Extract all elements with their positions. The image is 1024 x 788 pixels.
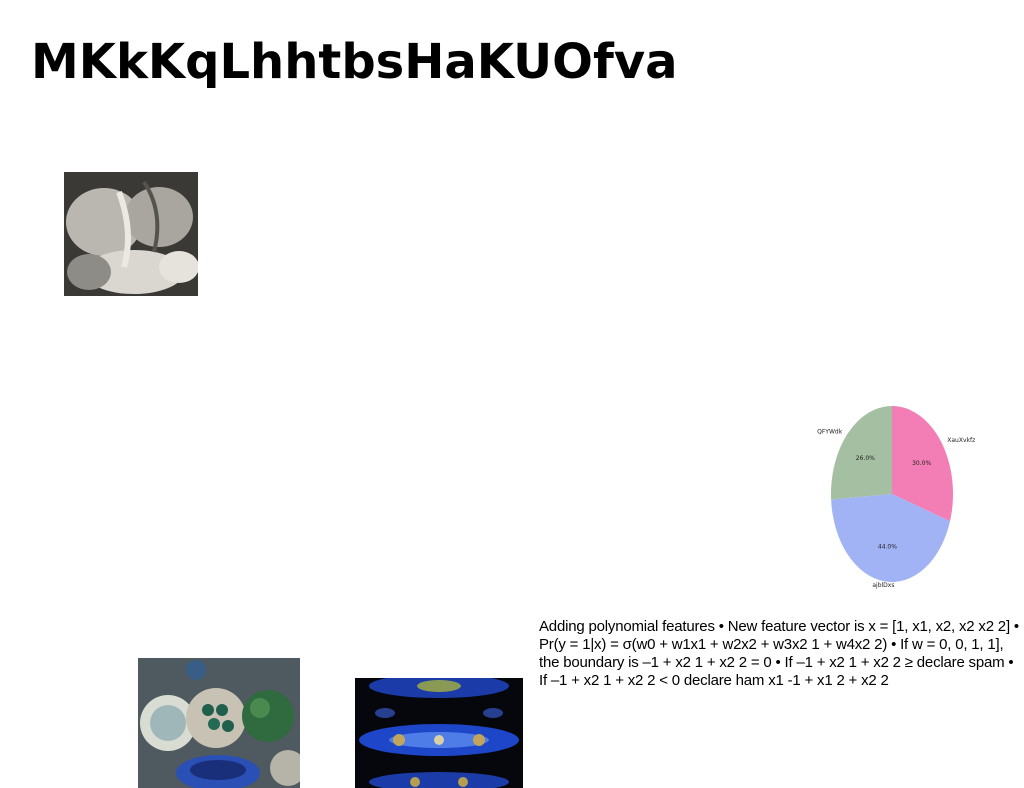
body-text: Adding polynomial features • New feature… [539,618,1019,689]
pie-percent-label: 30.0% [912,460,931,467]
kaleidoscope-photo [355,678,523,788]
pie-slice-ajblDxs [831,494,951,583]
pie-slice-XauXvkfz [892,406,953,522]
pie-category-label: XauXvkfz [947,437,975,444]
pie-percent-label: 44.0% [878,543,897,550]
pie-category-label: ajblDxs [872,582,894,589]
pie-percent-label: 26.0% [856,455,875,462]
food-table-photo [138,658,300,788]
pie-slice-QFYWdk [831,406,892,500]
page-title: MKkKqLhhtbsHaKUOfva [31,34,678,90]
pie-category-label: QFYWdk [817,428,843,435]
pie-chart: 30.0% XauXvkfz 44.0% ajblDxs 26.0% QFYWdk [817,406,975,589]
grayscale-photo [64,172,198,296]
